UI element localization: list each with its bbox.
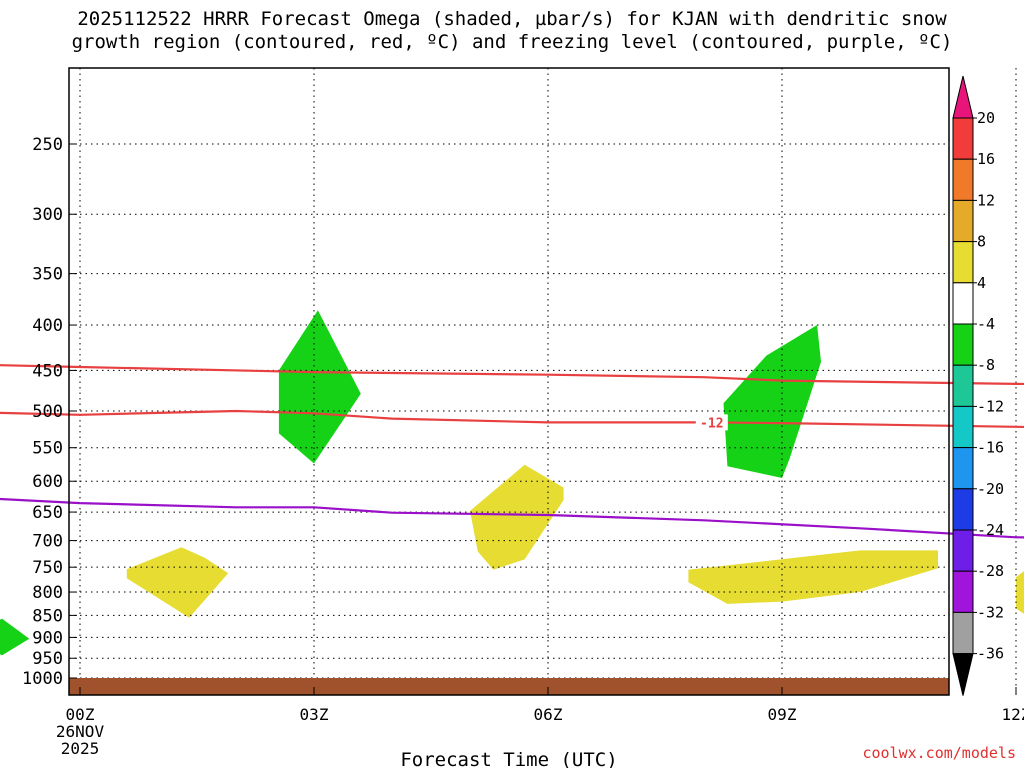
y-tick-label-9: 700 [32, 532, 63, 552]
colorbar-label-2: 12 [977, 191, 995, 209]
colorbar-label-12: -32 [977, 603, 1004, 621]
colorbar-label-5: -4 [977, 315, 995, 333]
x-tick-label-2: 06Z [534, 705, 563, 724]
colorbar-label-7: -12 [977, 397, 1004, 415]
colorbar-label-11: -28 [977, 562, 1004, 580]
y-tick-label-4: 450 [32, 361, 63, 381]
y-tick-label-3: 400 [32, 316, 63, 336]
y-tick-label-12: 850 [32, 606, 63, 626]
terrain [69, 678, 949, 695]
x-tick-label-0: 00Z [66, 705, 95, 724]
colorbar-swatch-11 [952, 529, 974, 572]
colorbar-label-3: 8 [977, 233, 986, 251]
chart-title-line1: 2025112522 HRRR Forecast Omega (shaded, … [77, 8, 947, 30]
omega-area-1 [723, 325, 821, 478]
contour-label-1-0: -12 [700, 416, 723, 431]
colorbar-label-6: -8 [977, 356, 995, 374]
colorbar-swatch-10 [952, 488, 974, 531]
omega-area-6 [688, 550, 938, 604]
contour-line-0 [0, 364, 1024, 386]
colorbar-swatch-8 [952, 405, 974, 449]
x-axis-label: Forecast Time (UTC) [400, 749, 617, 768]
colorbar-label-0: 20 [977, 109, 995, 127]
chart-title-line2: growth region (contoured, red, ºC) and f… [71, 31, 953, 53]
terrain-band [69, 678, 949, 695]
omega-area-4 [470, 464, 564, 570]
x-tick-label-1: 03Z [300, 705, 329, 724]
credit-text: coolwx.com/models [862, 744, 1016, 762]
y-tick-label-7: 600 [32, 472, 63, 492]
colorbar-label-8: -16 [977, 439, 1004, 457]
colorbar-top-arrow [952, 75, 974, 119]
colorbar-bottom-arrow [952, 653, 974, 696]
colorbar-label-9: -20 [977, 480, 1004, 498]
x-tick-label-3: 09Z [768, 705, 797, 724]
colorbar-label-4: 4 [977, 274, 986, 292]
omega-area-0 [278, 310, 361, 464]
colorbar-swatch-5 [952, 282, 974, 325]
colorbar-swatch-7 [952, 364, 974, 407]
colorbar-swatch-9 [952, 447, 974, 490]
x-tick-label-4: 12Z [1002, 705, 1024, 724]
contour-line-1 [0, 409, 1024, 429]
y-tick-label-10: 750 [32, 558, 63, 578]
plot-frame [68, 67, 950, 696]
colorbar-label-1: 16 [977, 150, 995, 168]
y-tick-label-15: 1000 [22, 669, 63, 689]
contour-label-bg-1-0 [695, 414, 728, 431]
x-tick-sublabel-0-0: 26NOV [56, 722, 105, 741]
contour-lines: -18-12-120 [0, 364, 1024, 539]
omega-area-3 [0, 618, 30, 656]
omega-area-5 [126, 547, 229, 618]
y-tick-label-0: 250 [32, 135, 63, 155]
omega-shaded-areas [0, 310, 1024, 656]
omega-area-7 [1016, 571, 1024, 614]
y-tick-label-2: 350 [32, 265, 63, 285]
colorbar-swatch-4 [952, 241, 974, 284]
y-tick-label-8: 650 [32, 503, 63, 523]
colorbar-label-13: -36 [977, 645, 1004, 663]
colorbar-swatch-12 [952, 570, 974, 613]
colorbar: 20 16 12 8 4 -4 -8 -12 -16 -20 -24 -28 -32 -36 [952, 75, 1004, 696]
chart-title: 2025112522 HRRR Forecast Omega (shaded, … [0, 8, 1024, 54]
colorbar-swatch-1 [952, 117, 974, 160]
y-tick-label-14: 950 [32, 649, 63, 669]
y-tick-label-11: 800 [32, 583, 63, 603]
y-tick-label-5: 500 [32, 402, 63, 422]
colorbar-swatch-3 [952, 199, 974, 243]
y-tick-label-6: 550 [32, 439, 63, 459]
y-tick-label-13: 900 [32, 628, 63, 648]
contour-line-2 [0, 497, 1024, 539]
y-tick-label-1: 300 [32, 205, 63, 225]
colorbar-label-10: -24 [977, 521, 1004, 539]
colorbar-swatch-2 [952, 158, 974, 201]
colorbar-swatch-13 [952, 611, 974, 655]
x-tick-sublabel-0-1: 2025 [61, 739, 100, 758]
colorbar-swatch-6 [952, 323, 974, 366]
axes: 2503003504004505005506006507007508008509… [22, 135, 1024, 758]
